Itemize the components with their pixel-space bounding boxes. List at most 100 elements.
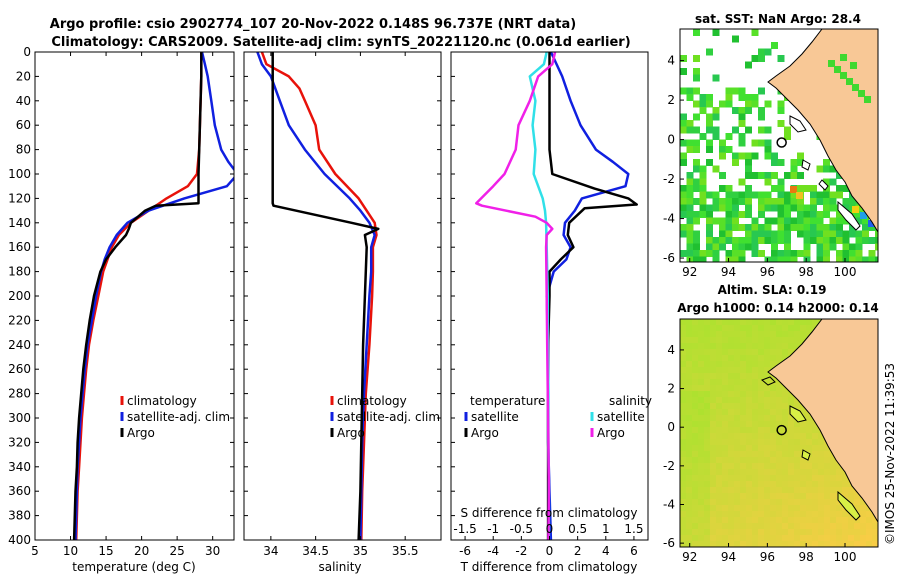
sst-cell [719, 224, 726, 231]
m1-xtick-label: 100 [834, 265, 857, 279]
sla-cell [746, 517, 753, 524]
sla-cell [746, 349, 753, 356]
sla-cell [734, 427, 741, 434]
difference-series-temperature-satellite [545, 52, 630, 540]
sla-cell [740, 415, 747, 422]
sst-cell [784, 191, 791, 199]
sla-cell [776, 427, 783, 434]
sst-cell [712, 165, 720, 173]
sla-cell [758, 343, 765, 350]
sst-cell [712, 107, 720, 114]
sst-cell [725, 237, 733, 244]
sla-cell [710, 451, 717, 458]
sst-cell [725, 133, 733, 140]
sla-cell [764, 463, 771, 470]
sla-cell [686, 415, 693, 422]
salinity-xlabel: salinity [318, 560, 361, 574]
sst-cell [816, 256, 824, 262]
sst-cell [790, 256, 798, 262]
sla-cell [734, 385, 741, 392]
sla-cell [800, 325, 807, 332]
depth-tick-label: 220 [8, 313, 31, 327]
sla-cell [710, 535, 717, 542]
sla-cell [764, 499, 771, 506]
sst-cell [777, 211, 785, 218]
sla-cell [686, 331, 693, 338]
sla-cell [770, 511, 777, 518]
sla-cell [710, 331, 717, 338]
sla-cell [812, 319, 819, 326]
sla-cell [782, 493, 789, 500]
sla-cell [830, 529, 837, 536]
sla-cell [710, 343, 717, 350]
sla-cell [716, 385, 723, 392]
sla-cell [710, 523, 717, 530]
sla-cell [794, 433, 801, 440]
sla-cell [758, 493, 765, 500]
s-xtick-label: 34 [263, 544, 278, 558]
sla-cell [704, 379, 711, 386]
sla-cell [794, 469, 801, 476]
sla-cell [746, 379, 753, 386]
sla-cell [734, 391, 741, 398]
sst-cell [686, 94, 694, 101]
sla-cell [764, 511, 771, 518]
sla-cell [848, 499, 855, 506]
sla-cell [698, 409, 705, 416]
sla-cell [818, 511, 825, 518]
sst-cell [738, 113, 746, 121]
sla-cell [680, 499, 687, 506]
sst-cell [764, 217, 772, 225]
sst-cell [842, 256, 850, 262]
depth-tick-label: 140 [8, 216, 31, 230]
sst-cell [719, 146, 726, 153]
sla-cell [764, 397, 771, 404]
sla-cell [710, 463, 717, 470]
sst-cell [771, 217, 778, 225]
sst-cell [706, 120, 713, 127]
sst-cell [810, 237, 817, 244]
sla-cell [752, 529, 759, 536]
sst-cell [745, 152, 752, 160]
watermark: ©IMOS 25-Nov-2022 11:39:53 [883, 363, 897, 545]
sst-cell [751, 243, 759, 251]
difference-xlabel: T difference from climatology [460, 560, 638, 574]
sla-cell [728, 523, 735, 530]
sla-cell [776, 415, 783, 422]
sla-cell [806, 541, 813, 547]
sla-cell [716, 361, 723, 368]
sla-cell [758, 415, 765, 422]
t-xtick-label: 25 [170, 544, 185, 558]
sla-cell [692, 421, 699, 428]
sst-cell [771, 250, 778, 257]
m2-ytick-label: 4 [667, 343, 675, 357]
sla-cell [788, 481, 795, 488]
sla-cell [698, 391, 705, 398]
sla-cell [680, 349, 687, 356]
sst-cell [777, 256, 785, 262]
sst-cell [842, 250, 850, 257]
sst-cell [693, 139, 700, 147]
sla-cell [764, 457, 771, 464]
sst-cell [751, 224, 759, 231]
sla-cell [734, 451, 741, 458]
sla-cell [776, 409, 783, 416]
sst-cell [777, 120, 785, 127]
m2-xtick-label: 96 [760, 550, 775, 564]
sla-cell [728, 499, 735, 506]
sst-cell-coastal [834, 66, 841, 73]
sla-cell [710, 433, 717, 440]
sst-cell [771, 237, 778, 244]
sst-cell [680, 211, 687, 218]
sla-cell [692, 391, 699, 398]
sla-cell [698, 439, 705, 446]
sla-cell [740, 379, 747, 386]
sst-cell [764, 100, 772, 108]
sla-cell [752, 493, 759, 500]
sla-cell [854, 529, 861, 536]
sla-cell [848, 523, 855, 530]
sla-cell [788, 427, 795, 434]
sla-cell [692, 523, 699, 530]
sla-cell [872, 517, 878, 524]
sla-cell [842, 481, 849, 488]
